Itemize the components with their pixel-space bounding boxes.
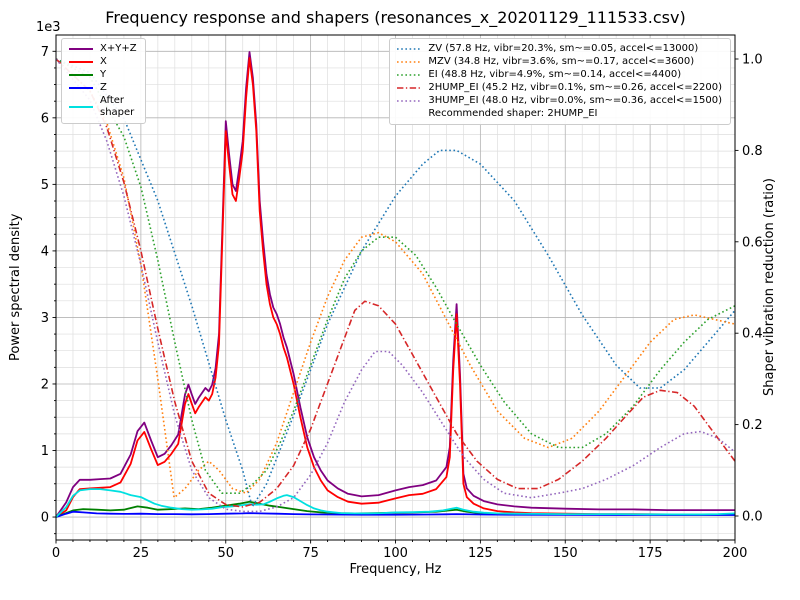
legend-entry: After shaper xyxy=(68,95,137,119)
x-tick-label: 25 xyxy=(133,546,150,561)
y-right-tick-label: 0.2 xyxy=(742,418,763,433)
series-z xyxy=(55,510,735,518)
legend-sample-spacer xyxy=(396,111,422,117)
series-x xyxy=(55,57,735,518)
x-tick-label: 150 xyxy=(553,546,578,561)
legend-label: Z xyxy=(100,82,107,93)
y-axis-offset-label: 1e3 xyxy=(36,20,61,35)
series-after-shaper xyxy=(55,488,736,518)
legend-label: X+Y+Z xyxy=(100,43,137,54)
y-left-tick-label: 1 xyxy=(41,444,49,459)
legend-label: 3HUMP_EI (48.0 Hz, vibr=0.0%, sm~=0.36, … xyxy=(428,95,722,106)
x-tick-label: 75 xyxy=(302,546,319,561)
series xyxy=(55,51,736,518)
x-tick-label: 50 xyxy=(217,546,234,561)
legend-line-sample xyxy=(397,48,422,50)
legend-entry: ZV (57.8 Hz, vibr=20.3%, sm~=0.05, accel… xyxy=(396,43,722,55)
legend-shapers: ZV (57.8 Hz, vibr=20.3%, sm~=0.05, accel… xyxy=(389,38,731,125)
legend-label: X xyxy=(100,56,107,67)
legend-entry: Y xyxy=(68,69,137,81)
legend-label: 2HUMP_EI (45.2 Hz, vibr=0.1%, sm~=0.26, … xyxy=(428,82,722,93)
legend-line-sample xyxy=(397,100,422,102)
legend-label: Y xyxy=(100,69,107,80)
y-left-tick-label: 5 xyxy=(41,178,49,193)
axis-ticks xyxy=(52,50,739,544)
legend-label: Recommended shaper: 2HUMP_EI xyxy=(428,108,598,119)
y-left-tick-label: 7 xyxy=(41,45,49,60)
legend-line-sample xyxy=(69,74,93,76)
y-left-tick-label: 2 xyxy=(41,377,49,392)
y-right-tick-label: 0.0 xyxy=(742,510,763,525)
legend-entry: Z xyxy=(68,82,137,94)
legend-label: EI (48.8 Hz, vibr=4.9%, sm~=0.14, accel<… xyxy=(428,69,682,80)
y-right-tick-label: 0.6 xyxy=(742,235,763,250)
legend-entry: EI (48.8 Hz, vibr=4.9%, sm~=0.14, accel<… xyxy=(396,69,722,81)
series-shaper-2hump-ei xyxy=(55,58,736,508)
x-axis-label: Frequency, Hz xyxy=(349,562,442,577)
y-left-tick-label: 4 xyxy=(41,244,49,259)
y-left-tick-label: 0 xyxy=(41,511,49,526)
y-right-tick-label: 1.0 xyxy=(742,52,763,67)
legend-line-sample xyxy=(69,48,93,50)
tick-labels: 0 25 50 75 100 125 150 175 200 0 1 2 3 4 5 6 7 0.0 0.2 0.4 0… xyxy=(41,45,763,561)
x-tick-label: 0 xyxy=(52,546,60,561)
legend-line-sample xyxy=(69,87,93,89)
y-right-tick-label: 0.8 xyxy=(742,144,763,159)
y-left-tick-label: 3 xyxy=(41,311,49,326)
y-axis-label-right: Shaper vibration reduction (ratio) xyxy=(762,178,777,397)
legend-label: After shaper xyxy=(100,95,135,118)
legend-line-sample xyxy=(69,106,93,108)
x-tick-label: 175 xyxy=(638,546,663,561)
legend-label: ZV (57.8 Hz, vibr=20.3%, sm~=0.05, accel… xyxy=(428,43,699,54)
legend-line-sample xyxy=(397,61,422,63)
x-tick-label: 100 xyxy=(383,546,408,561)
legend-entry: 3HUMP_EI (48.0 Hz, vibr=0.0%, sm~=0.36, … xyxy=(396,95,722,107)
series-shaper-ei xyxy=(55,58,736,494)
y-axis-label-left: Power spectral density xyxy=(8,213,23,362)
legend-entry: 2HUMP_EI (45.2 Hz, vibr=0.1%, sm~=0.26, … xyxy=(396,82,722,94)
x-tick-label: 125 xyxy=(468,546,493,561)
x-tick-label: 200 xyxy=(723,546,748,561)
legend-entry: Recommended shaper: 2HUMP_EI xyxy=(396,108,722,120)
chart-title: Frequency response and shapers (resonanc… xyxy=(105,8,686,27)
legend-entry: MZV (34.8 Hz, vibr=3.6%, sm~=0.17, accel… xyxy=(396,56,722,68)
series-shaper-3hump-ei xyxy=(55,58,736,513)
legend-line-sample xyxy=(397,74,422,76)
legend-label: MZV (34.8 Hz, vibr=3.6%, sm~=0.17, accel… xyxy=(428,56,695,67)
series-shaper-mzv xyxy=(55,58,736,499)
legend-entry: X+Y+Z xyxy=(68,43,137,55)
legend-line-sample xyxy=(69,61,93,63)
legend-entry: X xyxy=(68,56,137,68)
legend-psd: X+Y+Z X Y Z After shaper xyxy=(61,38,146,124)
y-right-tick-label: 0.4 xyxy=(742,327,763,342)
legend-line-sample xyxy=(397,87,422,89)
y-left-tick-label: 6 xyxy=(41,111,49,126)
